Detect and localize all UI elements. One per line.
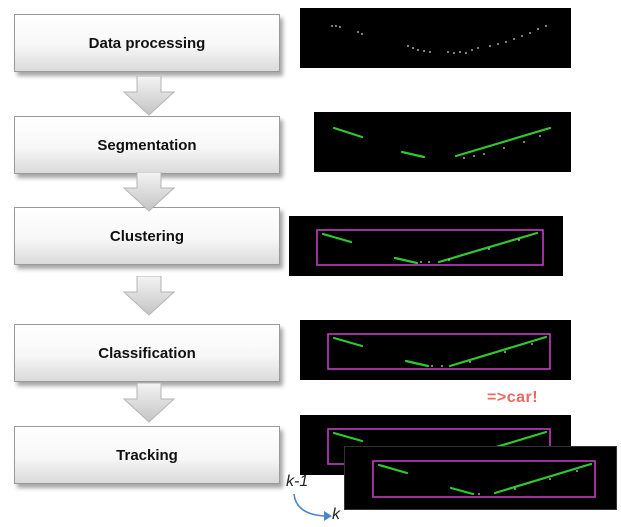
down-arrow-icon — [122, 276, 176, 316]
curved-arrow-icon — [293, 493, 332, 521]
stage-segmentation: Segmentation — [14, 116, 280, 174]
previous-frame-label: k-1 — [286, 473, 309, 490]
scan-points-graphic — [331, 25, 547, 54]
panel-raw-points — [300, 8, 571, 68]
stage-label: Data processing — [88, 34, 206, 52]
stage-classification: Classification — [14, 324, 280, 382]
panel-clustering — [289, 216, 563, 276]
tracking-current-graphic — [372, 460, 596, 498]
stage-data-processing: Data processing — [14, 14, 280, 72]
stage-label: Segmentation — [97, 136, 197, 154]
classification-result-label: =>car! — [487, 389, 539, 406]
clustering-graphic — [316, 229, 544, 266]
segmentation-graphic — [332, 126, 552, 159]
down-arrow-icon — [122, 383, 176, 423]
panel-classification — [300, 320, 571, 380]
down-arrow-icon — [122, 172, 176, 212]
current-frame-label: k — [332, 506, 340, 523]
stage-clustering: Clustering — [14, 207, 280, 265]
classification-graphic — [327, 333, 551, 370]
stage-label: Clustering — [109, 227, 185, 245]
down-arrow-icon — [122, 76, 176, 116]
panel-tracking-current — [344, 446, 617, 510]
stage-label: Classification — [98, 344, 196, 362]
stage-tracking: Tracking — [14, 426, 280, 484]
panel-segmentation — [314, 112, 571, 172]
stage-label: Tracking — [116, 446, 178, 464]
